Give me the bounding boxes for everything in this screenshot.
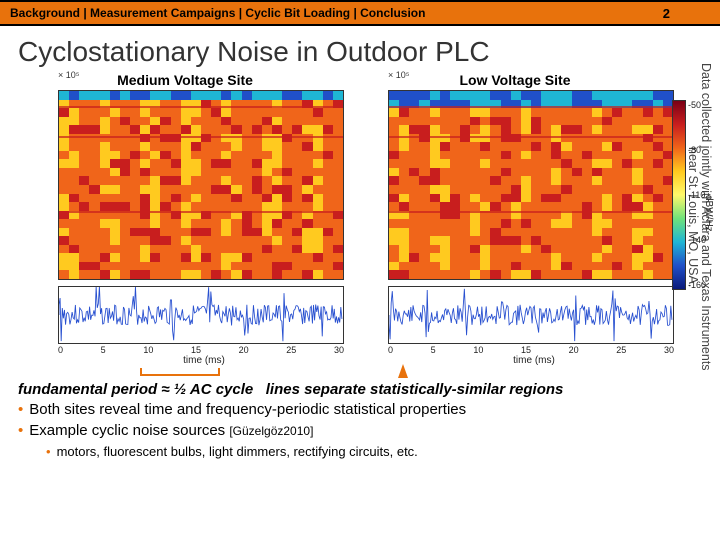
chart-right: Low Voltage Site × 10⁵ 3.532.521.510.5 0… [350,72,680,372]
spectrogram-left: 3.532.521.510.5 Frequency (Hz) [58,90,344,280]
sub-bullet-text: motors, fluorescent bulbs, light dimmers… [57,444,418,459]
spectrogram-right: 3.532.521.510.5 [388,90,674,280]
y-exponent: × 10⁵ [388,70,410,80]
sub-bullet: • motors, fluorescent bulbs, light dimmer… [46,443,702,461]
waveform-right: 0.10-0.1 [388,286,674,344]
bullet-dot-icon: • [18,401,23,418]
charts-region: Medium Voltage Site × 10⁵ 3.532.521.510.… [0,72,720,372]
x-label: time (ms) [388,355,680,366]
x-label: time (ms) [58,355,350,366]
breadcrumb: Background | Measurement Campaigns | Cyc… [10,6,663,20]
bullets: fundamental period ≈ ½ AC cycle lines se… [0,372,720,460]
bullet-dot-icon: • [18,422,23,439]
bullet-1-text: Both sites reveal time and frequency-per… [29,401,466,418]
waveform-left: 0.10-0.1 oltage (V) [58,286,344,344]
bullet-2: • Example cyclic noise sources [Güzelgöz2… [18,421,702,441]
colorbar-label: dBW/Hz [703,195,714,232]
x-ticks: 051015202530 [388,345,674,355]
bullet-2-ref: [Güzelgöz2010] [229,424,313,438]
bullet-annotations: fundamental period ≈ ½ AC cycle lines se… [18,380,702,400]
chart-left: Medium Voltage Site × 10⁵ 3.532.521.510.… [20,72,350,372]
bracket-left [140,368,220,376]
bullet-2-text: Example cyclic noise sources [29,422,229,439]
annot-left: fundamental period ≈ ½ AC cycle [18,381,253,398]
bullet-dot-icon: • [46,444,51,459]
page-number: 2 [663,6,670,21]
y-exponent: × 10⁵ [58,70,80,80]
breadcrumb-bar: Background | Measurement Campaigns | Cyc… [0,0,720,26]
annot-right: lines separate statistically-similar reg… [266,381,564,398]
colorbar [672,100,686,290]
bullet-1: • Both sites reveal time and frequency-pe… [18,400,702,420]
page-title: Cyclostationary Noise in Outdoor PLC [0,26,720,72]
x-ticks: 051015202530 [58,345,344,355]
arrow-up-icon [398,364,408,378]
